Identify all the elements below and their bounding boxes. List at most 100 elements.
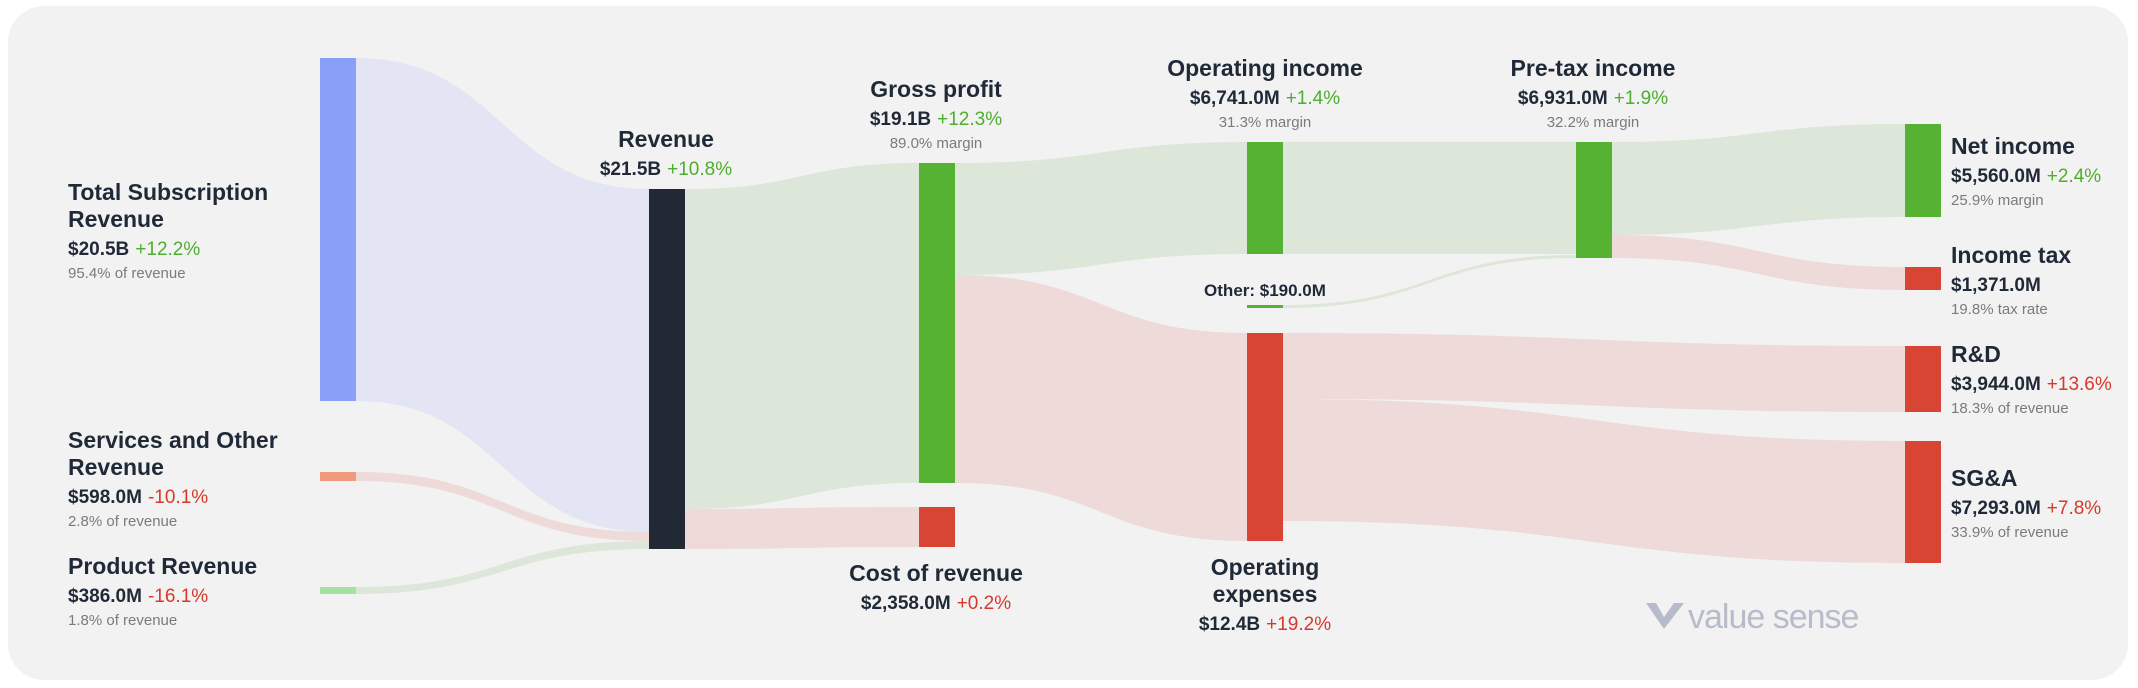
- value-change: +10.8%: [667, 159, 732, 180]
- value-amount: $5,560.0M: [1951, 166, 2041, 187]
- node-value-rnd: $3,944.0M +13.6%: [1951, 374, 2112, 395]
- node-sub-pretax_income: 32.2% margin: [1547, 114, 1640, 131]
- node-name-subscription: Total Subscription: [68, 179, 268, 205]
- flow-pretax_income-to-income_tax: [1612, 235, 1905, 290]
- node-value-pretax_income: $6,931.0M +1.9%: [1518, 88, 1668, 109]
- node-value-operating_income: $6,741.0M +1.4%: [1190, 88, 1340, 109]
- node-name-other: Other: $190.0M: [1204, 281, 1326, 300]
- node-bar-sga: [1905, 441, 1941, 563]
- node-value-operating_expenses: $12.4B +19.2%: [1199, 614, 1331, 635]
- value-amount: $6,741.0M: [1190, 88, 1280, 109]
- node-label-product: Product Revenue $386.0M -16.1% 1.8% of reve…: [68, 553, 257, 629]
- node-sub-rnd: 18.3% of revenue: [1951, 400, 2069, 417]
- node-name-subscription: Revenue: [68, 206, 164, 232]
- node-name-services: Revenue: [68, 454, 164, 480]
- flow-subscription-to-revenue: [356, 58, 649, 532]
- node-name-gross_profit: Gross profit: [870, 76, 1002, 102]
- node-bar-pretax_income: [1576, 142, 1612, 258]
- node-sub-gross_profit: 89.0% margin: [890, 135, 983, 152]
- value-amount: $3,944.0M: [1951, 374, 2041, 395]
- node-sub-operating_income: 31.3% margin: [1219, 114, 1312, 131]
- flow-gross_profit-to-operating_income: [955, 142, 1247, 275]
- node-value-gross_profit: $19.1B +12.3%: [870, 109, 1002, 130]
- node-sub-product: 1.8% of revenue: [68, 612, 177, 629]
- node-label-operating_income: Operating income $6,741.0M +1.4% 31.3% marg…: [1167, 55, 1363, 131]
- value-amount: $386.0M: [68, 586, 142, 607]
- value-amount: $21.5B: [600, 159, 661, 180]
- watermark-text: value sense: [1688, 598, 1859, 636]
- node-value-income_tax: $1,371.0M: [1951, 275, 2041, 296]
- flow-gross_profit-to-operating_expenses: [955, 275, 1247, 541]
- flow-other-to-pretax_income: [1283, 255, 1576, 308]
- value-change: +0.2%: [957, 593, 1012, 614]
- value-change: +2.4%: [2047, 166, 2102, 187]
- node-bar-other: [1247, 305, 1283, 308]
- flow-services-to-revenue: [356, 472, 649, 541]
- node-value-revenue: $21.5B +10.8%: [600, 159, 732, 180]
- node-value-net_income: $5,560.0M +2.4%: [1951, 166, 2101, 187]
- node-label-cost_of_revenue: Cost of revenue $2,358.0M +0.2%: [849, 560, 1023, 614]
- node-bar-subscription: [320, 58, 356, 401]
- node-sub-net_income: 25.9% margin: [1951, 192, 2044, 209]
- value-change: +19.2%: [1266, 614, 1331, 635]
- node-value-cost_of_revenue: $2,358.0M +0.2%: [861, 593, 1011, 614]
- value-amount: $19.1B: [870, 109, 931, 130]
- node-name-product: Product Revenue: [68, 553, 257, 579]
- value-amount: $6,931.0M: [1518, 88, 1608, 109]
- node-name-net_income: Net income: [1951, 133, 2075, 159]
- node-sub-sga: 33.9% of revenue: [1951, 524, 2069, 541]
- node-label-gross_profit: Gross profit $19.1B +12.3% 89.0% margin: [870, 76, 1002, 152]
- node-label-other: Other: $190.0M: [1204, 281, 1326, 300]
- value-change: -16.1%: [148, 586, 208, 607]
- node-name-rnd: R&D: [1951, 341, 2001, 367]
- node-name-sga: SG&A: [1951, 465, 2017, 491]
- node-label-sga: SG&A $7,293.0M +7.8% 33.9% of revenue: [1951, 465, 2101, 541]
- node-bar-cost_of_revenue: [919, 507, 955, 547]
- flow-pretax_income-to-net_income: [1612, 124, 1905, 235]
- node-value-subscription: $20.5B +12.2%: [68, 239, 200, 260]
- node-bar-revenue: [649, 189, 685, 549]
- flow-revenue-to-cost_of_revenue: [685, 507, 919, 549]
- node-bar-income_tax: [1905, 267, 1941, 290]
- value-amount: $598.0M: [68, 487, 142, 508]
- node-name-income_tax: Income tax: [1951, 242, 2071, 268]
- node-name-operating_income: Operating income: [1167, 55, 1363, 81]
- value-change: +13.6%: [2047, 374, 2112, 395]
- node-value-services: $598.0M -10.1%: [68, 487, 208, 508]
- value-amount: $2,358.0M: [861, 593, 951, 614]
- node-label-net_income: Net income $5,560.0M +2.4%25.9% margin: [1951, 133, 2101, 209]
- node-label-revenue: Revenue $21.5B +10.8%: [600, 126, 732, 180]
- node-label-rnd: R&D $3,944.0M +13.6% 18.3% of revenue: [1951, 341, 2112, 417]
- node-name-revenue: Revenue: [618, 126, 714, 152]
- value-amount: $20.5B: [68, 239, 129, 260]
- node-sub-income_tax: 19.8% tax rate: [1951, 301, 2048, 318]
- value-change: +7.8%: [2047, 498, 2102, 519]
- value-change: +12.2%: [135, 239, 200, 260]
- node-label-pretax_income: Pre-tax income $6,931.0M +1.9% 32.2% margin: [1511, 55, 1676, 131]
- node-value-sga: $7,293.0M +7.8%: [1951, 498, 2101, 519]
- node-name-operating_expenses: Operating: [1211, 554, 1320, 580]
- node-name-operating_expenses: expenses: [1213, 581, 1318, 607]
- flow-revenue-to-gross_profit: [685, 163, 919, 509]
- flow-operating_expenses-to-rnd: [1283, 333, 1905, 412]
- value-change: +1.9%: [1614, 88, 1669, 109]
- nodes-layer: [320, 58, 1941, 594]
- flows-layer: [356, 58, 1905, 594]
- node-bar-rnd: [1905, 346, 1941, 412]
- node-name-pretax_income: Pre-tax income: [1511, 55, 1676, 81]
- flow-product-to-revenue: [356, 541, 649, 594]
- value-change: -10.1%: [148, 487, 208, 508]
- value-amount: $12.4B: [1199, 614, 1260, 635]
- value-change: +12.3%: [937, 109, 1002, 130]
- node-name-services: Services and Other: [68, 427, 278, 453]
- value-amount: $7,293.0M: [1951, 498, 2041, 519]
- node-sub-subscription: 95.4% of revenue: [68, 265, 186, 282]
- node-bar-product: [320, 587, 356, 594]
- node-sub-services: 2.8% of revenue: [68, 513, 177, 530]
